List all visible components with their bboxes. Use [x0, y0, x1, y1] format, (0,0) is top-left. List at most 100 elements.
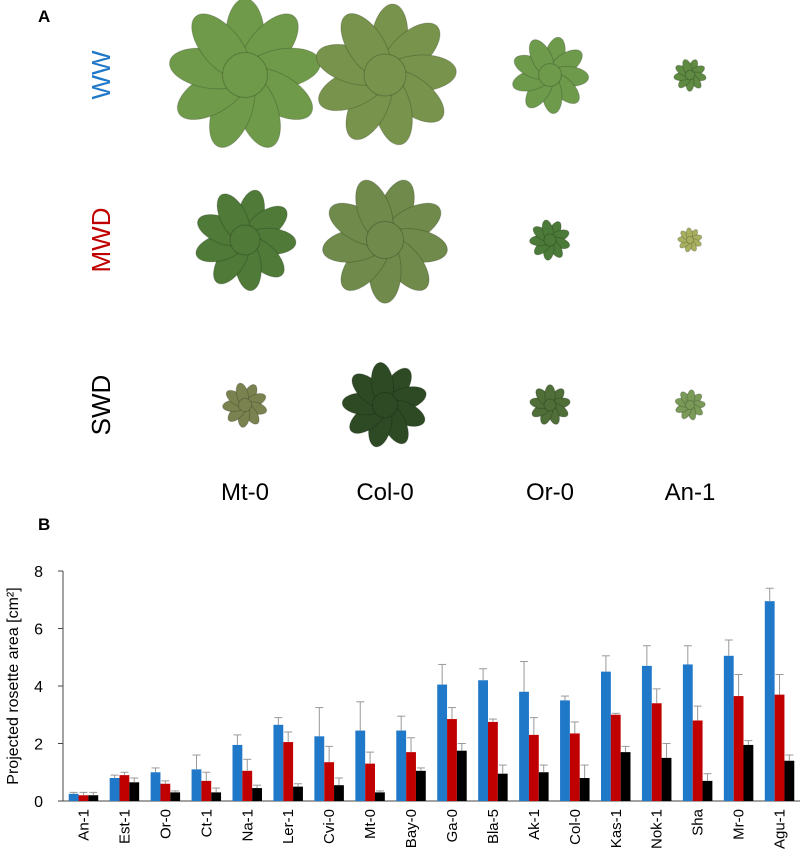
bar — [242, 770, 253, 801]
y-axis-label: Projected rosette area [cm²] — [5, 587, 22, 784]
plant — [673, 58, 707, 92]
bar — [78, 795, 89, 801]
column-label: Mt-0 — [221, 479, 269, 506]
bar — [601, 671, 611, 801]
bar — [406, 752, 416, 801]
x-tick-label: Est-1 — [116, 809, 133, 844]
bar — [579, 778, 590, 801]
bar — [150, 772, 161, 801]
plant — [315, 3, 457, 146]
bar — [641, 665, 652, 801]
plant — [169, 0, 321, 148]
plant — [222, 382, 268, 428]
y-tick-label: 8 — [34, 564, 43, 581]
bar — [784, 760, 795, 801]
x-tick-label: Or-0 — [157, 809, 174, 839]
x-tick-label: Ak-1 — [526, 809, 543, 840]
panel-label: B — [38, 515, 50, 534]
bar — [774, 694, 785, 801]
rosette-center — [538, 63, 562, 87]
x-tick-label: Mt-0 — [362, 809, 379, 839]
plant — [674, 389, 706, 421]
bar — [170, 792, 181, 801]
plant — [341, 361, 427, 448]
bar — [109, 778, 120, 801]
bar — [232, 744, 243, 801]
column-label: Or-0 — [526, 479, 574, 506]
bar — [201, 780, 212, 801]
bar — [396, 730, 407, 801]
rosette-center — [237, 397, 253, 413]
rosette-center — [229, 224, 261, 256]
row-label: SWD — [86, 375, 116, 436]
bar — [682, 664, 693, 801]
x-tick-label: Ga-0 — [444, 809, 461, 842]
x-tick-label: Cvi-0 — [321, 809, 338, 844]
bar — [743, 744, 754, 801]
x-tick-label: Bay-0 — [403, 809, 420, 848]
bar — [273, 724, 284, 801]
rosette-center — [543, 233, 557, 247]
bar — [283, 742, 294, 801]
bar — [334, 785, 344, 801]
bar — [764, 601, 775, 801]
x-tick-label: Bla-5 — [485, 809, 502, 844]
bar — [651, 703, 662, 801]
x-tick-label: Ct-1 — [198, 809, 215, 837]
bar — [528, 734, 539, 801]
bar — [355, 730, 366, 801]
bar — [447, 719, 457, 801]
x-tick-label: Na-1 — [239, 809, 256, 842]
plant — [512, 36, 590, 115]
bar — [293, 786, 303, 801]
bar — [702, 780, 713, 801]
bar — [415, 770, 426, 801]
y-tick-label: 6 — [34, 622, 43, 639]
plant-images — [169, 0, 707, 448]
bar — [160, 783, 171, 801]
row-label: MWD — [86, 208, 116, 273]
plant — [677, 227, 703, 253]
bar — [610, 714, 621, 801]
y-tick-label: 2 — [34, 737, 43, 754]
bar — [191, 769, 202, 801]
plant — [529, 384, 571, 425]
bar — [497, 773, 508, 801]
rosette-center — [365, 220, 405, 260]
bar — [478, 680, 489, 801]
bar — [252, 788, 262, 801]
plant — [322, 179, 448, 304]
bar — [519, 691, 529, 801]
rosette-center — [371, 391, 399, 419]
panel-label: A — [38, 7, 50, 26]
x-tick-label: Mr-0 — [731, 809, 748, 840]
rosette-center — [222, 52, 268, 98]
column-label: An-1 — [665, 479, 716, 506]
bar — [324, 762, 335, 801]
x-tick-label: Agu-1 — [772, 809, 789, 849]
bar — [661, 757, 672, 801]
bar — [129, 782, 140, 801]
x-tick-label: Sha — [690, 808, 707, 835]
rosette-center — [363, 53, 407, 97]
bar — [538, 772, 549, 801]
bar — [733, 696, 744, 801]
bar — [68, 793, 79, 801]
bar — [314, 736, 325, 801]
bar — [119, 775, 130, 801]
plant — [529, 219, 571, 261]
plant — [195, 189, 297, 292]
bar — [723, 655, 734, 801]
row-label: WW — [86, 50, 116, 100]
bar — [365, 763, 375, 801]
y-tick-label: 0 — [34, 794, 43, 811]
rosette-center — [543, 398, 557, 412]
column-label: Col-0 — [356, 479, 413, 506]
rosette-center — [685, 400, 695, 410]
bar — [437, 684, 448, 801]
bar — [88, 795, 99, 801]
bar — [374, 792, 385, 801]
rosette-center — [685, 235, 695, 245]
x-tick-label: Ler-1 — [280, 809, 297, 844]
